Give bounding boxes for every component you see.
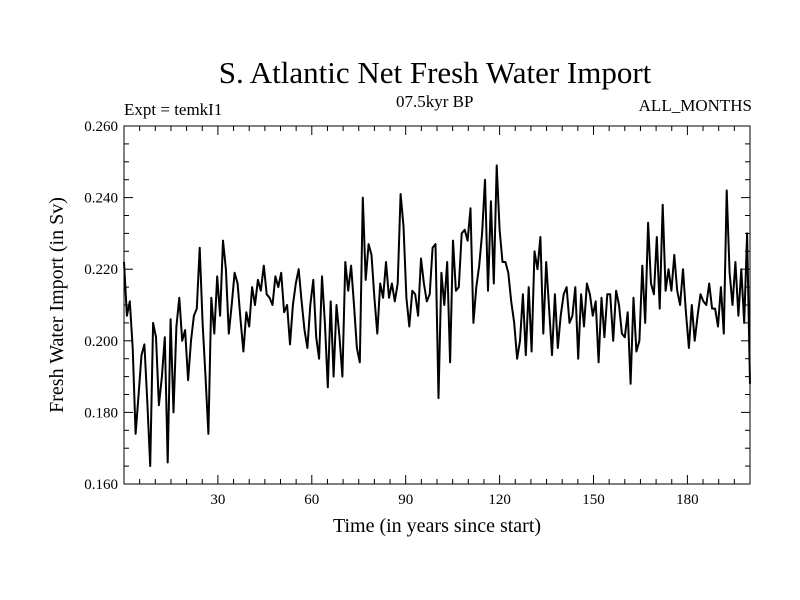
x-axis-label: Time (in years since start) (333, 515, 541, 537)
y-tick-label: 0.240 (84, 191, 118, 207)
x-tick-label: 120 (488, 492, 511, 508)
y-tick-label: 0.200 (84, 334, 118, 350)
x-tick-label: 60 (304, 492, 319, 508)
y-axis-label: Fresh Water Import (in Sv) (46, 197, 68, 413)
y-tick-label: 0.160 (84, 477, 118, 493)
chart-title: S. Atlantic Net Fresh Water Import (218, 55, 652, 90)
y-tick-label: 0.260 (84, 119, 118, 135)
y-tick-label: 0.220 (84, 262, 118, 278)
months-label: ALL_MONTHS (638, 96, 752, 115)
experiment-label: Expt = temkI1 (124, 100, 223, 119)
x-tick-label: 90 (398, 492, 413, 508)
axis-ticks: 30 60 90 120 150 180 0.160 0.180 0.200 0.220 0.240… (84, 119, 750, 508)
period-label: 07.5kyr BP (396, 92, 474, 111)
series-line (123, 164, 751, 468)
x-tick-label: 30 (210, 492, 225, 508)
x-tick-label: 180 (676, 492, 699, 508)
x-tick-label: 150 (582, 492, 605, 508)
y-tick-label: 0.180 (84, 405, 118, 421)
